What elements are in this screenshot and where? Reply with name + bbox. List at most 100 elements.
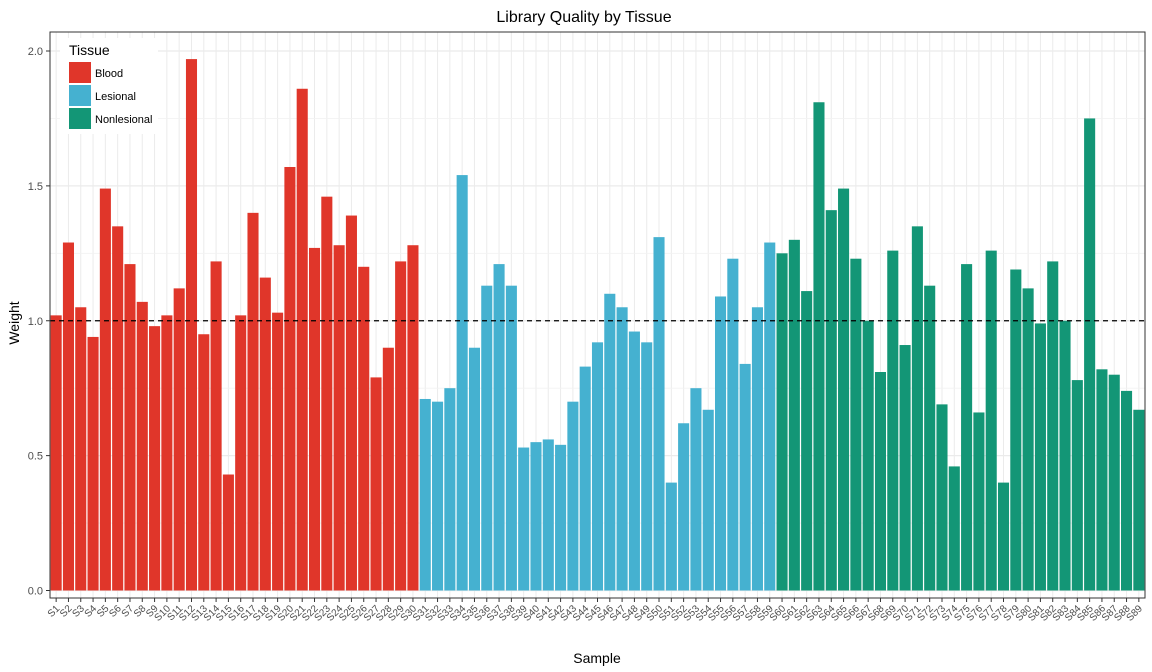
bar-S64 <box>825 210 837 591</box>
legend-label-nonlesional: Nonlesional <box>95 114 152 126</box>
bar-S30 <box>407 245 419 591</box>
legend-key-blood <box>69 62 91 83</box>
bar-S59 <box>764 242 776 591</box>
bar-S75 <box>961 264 973 591</box>
bar-S49 <box>641 342 653 591</box>
y-tick-label: 1.5 <box>28 181 43 193</box>
bar-S35 <box>468 347 481 591</box>
bar-S89 <box>1133 409 1145 591</box>
bar-S16 <box>235 315 247 591</box>
bar-S26 <box>358 266 370 591</box>
bar-S11 <box>173 288 185 591</box>
bar-S45 <box>591 342 604 591</box>
bar-S60 <box>776 253 788 591</box>
bar-S55 <box>714 296 727 591</box>
bar-S6 <box>112 226 124 591</box>
x-axis-label: Sample <box>573 650 621 666</box>
bar-S81 <box>1034 323 1046 591</box>
bar-S39 <box>518 447 530 591</box>
bar-S87 <box>1108 374 1120 591</box>
bar-S20 <box>284 166 296 591</box>
x-axis: S1S2S3S4S5S6S7S8S9S10S11S12S13S14S15S16S… <box>46 598 1145 624</box>
bar-S7 <box>124 264 136 591</box>
bar-S67 <box>862 320 874 591</box>
bar-S65 <box>838 188 850 591</box>
legend-label-lesional: Lesional <box>95 91 136 103</box>
bar-S8 <box>136 301 148 591</box>
bar-S61 <box>788 239 800 591</box>
legend-key-nonlesional <box>69 108 91 129</box>
bar-S17 <box>247 212 259 591</box>
bar-S44 <box>579 366 591 591</box>
bar-S47 <box>616 307 628 591</box>
bar-S14 <box>210 261 222 591</box>
x-tick-label: S89 <box>1125 603 1146 624</box>
bar-S77 <box>985 250 997 591</box>
bar-S48 <box>628 331 640 591</box>
bars <box>50 59 1145 591</box>
bar-S38 <box>505 285 517 591</box>
bar-S31 <box>419 398 431 591</box>
legend-title: Tissue <box>69 42 110 58</box>
bar-S78 <box>997 482 1010 591</box>
bar-S21 <box>296 88 308 591</box>
bar-S69 <box>887 250 899 591</box>
bar-S25 <box>345 215 357 591</box>
bar-S54 <box>702 409 714 591</box>
bar-S13 <box>198 334 210 591</box>
bar-S62 <box>801 291 813 591</box>
bar-S82 <box>1047 261 1059 591</box>
bar-S51 <box>665 482 677 591</box>
bar-S40 <box>530 442 542 591</box>
bar-S57 <box>739 363 751 591</box>
bar-S56 <box>727 258 739 591</box>
legend: Tissue Blood Lesional Nonlesional <box>60 38 158 134</box>
bar-S73 <box>936 404 948 591</box>
bar-S68 <box>874 372 887 591</box>
bar-S23 <box>321 196 333 591</box>
bar-S80 <box>1022 288 1034 591</box>
bar-S4 <box>87 336 99 591</box>
bar-S2 <box>62 242 74 591</box>
y-tick-label: 2.0 <box>28 46 43 58</box>
bar-S86 <box>1096 369 1108 591</box>
bar-S36 <box>481 285 493 591</box>
bar-S5 <box>99 188 111 591</box>
bar-S72 <box>924 285 936 591</box>
bar-S12 <box>185 59 198 591</box>
bar-S83 <box>1059 320 1071 591</box>
bar-S50 <box>653 237 665 591</box>
bar-S79 <box>1010 269 1022 591</box>
bar-S18 <box>259 277 271 591</box>
bar-S43 <box>567 401 579 591</box>
bar-S33 <box>444 388 456 591</box>
y-tick-label: 1.0 <box>28 316 43 328</box>
bar-S19 <box>272 312 284 591</box>
y-tick-label: 0.0 <box>28 586 43 598</box>
bar-S66 <box>850 258 862 591</box>
y-tick-label: 0.5 <box>28 451 43 463</box>
bar-S53 <box>690 388 702 591</box>
chart-title: Library Quality by Tissue <box>496 9 671 26</box>
bar-S46 <box>604 293 616 591</box>
y-axis-label: Weight <box>6 301 22 344</box>
bar-S9 <box>149 326 161 591</box>
bar-S32 <box>432 401 444 591</box>
bar-S29 <box>395 261 407 591</box>
bar-S1 <box>50 315 62 591</box>
bar-S88 <box>1121 390 1133 591</box>
y-axis: 0.0 0.5 1.0 1.5 2.0 <box>28 46 50 598</box>
bar-S15 <box>222 474 234 591</box>
bar-S22 <box>308 247 321 591</box>
bar-S63 <box>813 102 825 591</box>
bar-S84 <box>1071 380 1083 591</box>
bar-S42 <box>555 444 567 591</box>
bar-S28 <box>382 347 394 591</box>
bar-S37 <box>493 264 505 591</box>
bar-S85 <box>1084 118 1096 591</box>
bar-S52 <box>678 423 690 591</box>
bar-S58 <box>751 307 763 591</box>
bar-S41 <box>542 439 554 591</box>
bar-S71 <box>911 226 923 591</box>
